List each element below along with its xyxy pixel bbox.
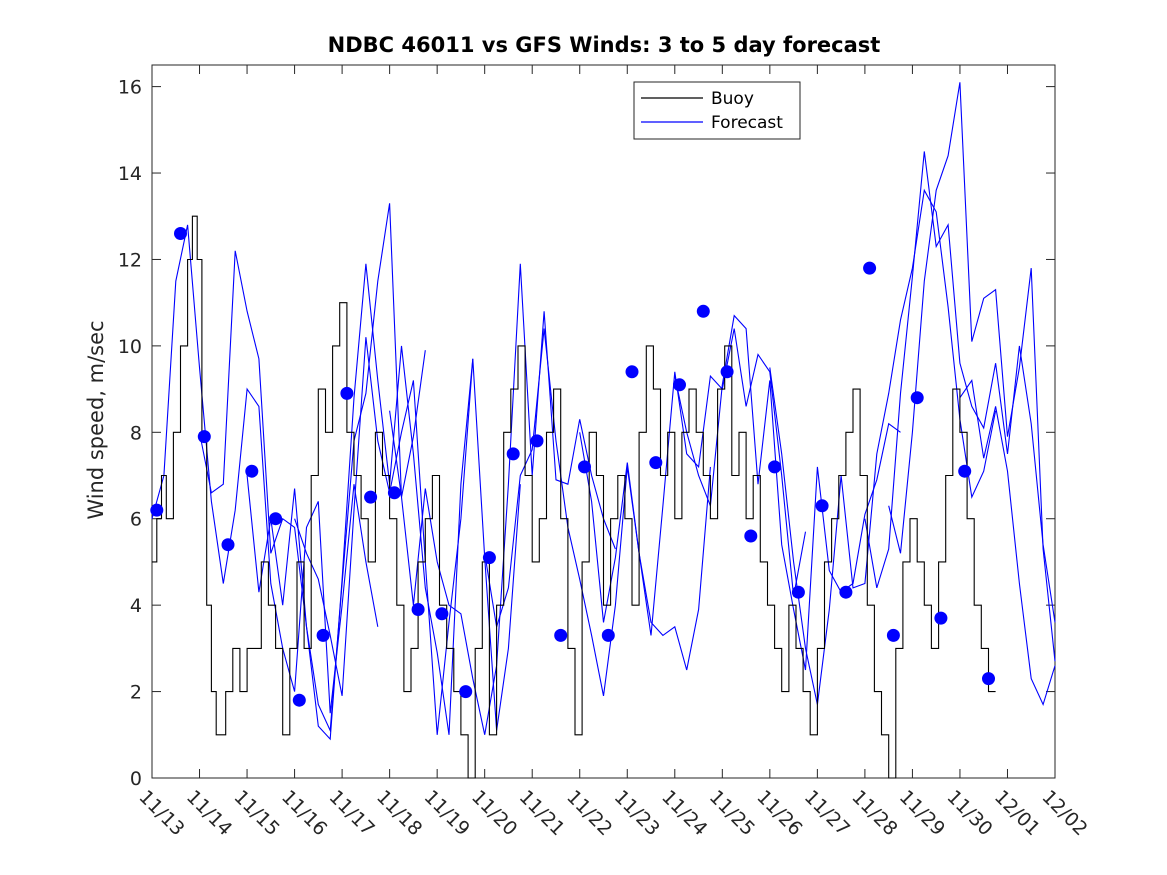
forecast-marker [649,456,663,470]
y-tick-label: 2 [130,682,142,704]
forecast-marker [934,611,948,625]
forecast-marker [744,529,758,543]
forecast-marker [221,538,235,552]
forecast-marker [435,607,449,621]
forecast-line-2 [198,203,426,733]
forecast-marker [839,585,853,599]
forecast-marker [863,261,877,275]
forecast-marker [459,685,473,699]
forecast-marker [245,464,259,478]
forecast-line-8 [674,314,901,671]
legend-buoy-label: Buoy [711,89,754,109]
forecast-marker [554,628,568,642]
forecast-marker [886,628,900,642]
forecast-marker [768,460,782,474]
forecast-line-4 [294,337,521,735]
plot-frame [151,64,1056,779]
forecast-line-9 [769,188,997,705]
y-tick-label: 8 [130,422,142,444]
forecast-marker [411,603,425,616]
forecast-line-1 [151,224,379,714]
forecast-marker [696,304,710,318]
buoy-line [152,215,996,779]
forecast-line-11 [888,82,1056,662]
forecast-marker [364,490,378,504]
forecast-marker [982,672,995,686]
y-tick-label: 16 [118,77,142,99]
forecast-marker [625,365,639,379]
forecast-marker [340,386,354,400]
y-tick-label: 12 [118,249,142,271]
forecast-line-5 [389,263,616,735]
forecast-line-12 [959,378,1056,707]
legend-forecast-label: Forecast [711,113,783,133]
forecast-line-7 [579,328,807,636]
forecast-line-10 [864,151,1056,623]
y-tick-label: 10 [118,336,142,358]
forecast-marker [673,378,686,392]
plot-area [151,64,1056,779]
forecast-marker [958,464,972,478]
forecast-marker [150,503,164,517]
forecast-marker [578,460,591,474]
forecast-marker [174,227,187,240]
forecast-marker [292,693,306,707]
forecast-marker [387,486,401,500]
forecast-line-3 [246,263,474,741]
y-axis-label: Wind speed, m/sec [84,320,108,519]
y-tick-label: 14 [118,163,142,185]
forecast-marker [815,499,829,513]
buoy-series-group [152,215,996,779]
forecast-marker [791,585,805,599]
forecast-marker [601,628,615,642]
forecast-line-6 [484,328,711,697]
y-axis-ticks: 0 2 4 6 8 10 12 14 16 [118,77,1055,790]
forecast-marker [197,430,211,444]
forecast-markers-group [150,227,995,707]
forecast-marker [910,391,924,405]
chart-title: NDBC 46011 vs GFS Winds: 3 to 5 day fore… [328,33,881,57]
forecast-marker [506,447,520,461]
forecast-series-group [151,82,1056,741]
y-tick-label: 6 [130,509,142,531]
forecast-marker [720,365,734,379]
y-tick-label: 0 [130,768,142,790]
legend: Buoy Forecast [633,81,801,140]
forecast-marker [482,551,496,565]
forecast-marker [316,628,330,642]
forecast-marker [530,434,544,448]
y-tick-label: 4 [130,595,142,617]
forecast-marker [269,512,283,526]
legend-box [633,81,801,140]
